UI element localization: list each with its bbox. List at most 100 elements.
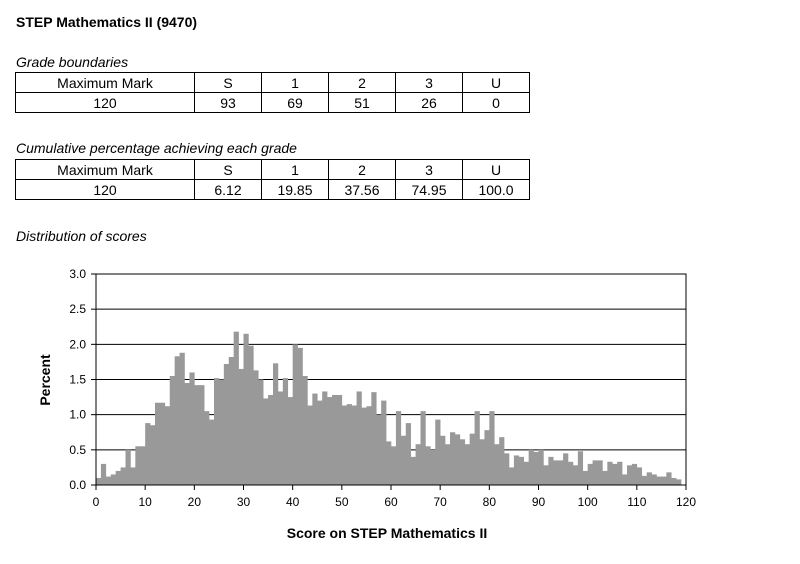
bar <box>100 463 107 485</box>
bar <box>445 444 451 485</box>
y-tick-label: 3.0 <box>69 267 86 281</box>
bar <box>258 379 264 485</box>
grade-boundaries-caption: Grade boundaries <box>16 54 129 70</box>
x-tick-label: 10 <box>138 495 152 509</box>
bar <box>96 477 102 485</box>
y-tick-label: 1.0 <box>69 408 86 422</box>
bar <box>228 356 234 485</box>
bar <box>332 394 338 485</box>
bar <box>646 472 652 485</box>
bar <box>395 411 402 485</box>
bar <box>184 383 190 485</box>
bar <box>636 467 643 485</box>
bar <box>592 460 598 485</box>
x-tick-label: 100 <box>578 495 598 509</box>
cumulative-caption: Cumulative percentage achieving each gra… <box>16 140 297 156</box>
table-cell: 51 <box>328 92 396 113</box>
x-tick-label: 90 <box>532 495 546 509</box>
y-tick-label: 1.5 <box>69 373 86 387</box>
bar <box>209 419 215 485</box>
bar <box>366 406 372 485</box>
table-cell: 6.12 <box>194 179 262 200</box>
bar <box>371 392 377 485</box>
x-axis-label: Score on STEP Mathematics II <box>287 525 487 541</box>
bar <box>617 461 623 485</box>
bar <box>533 451 539 485</box>
bar <box>233 331 239 485</box>
x-tick-label: 0 <box>93 495 100 509</box>
bar <box>587 463 593 485</box>
bar <box>568 461 574 485</box>
bar <box>676 479 682 485</box>
bar <box>351 405 357 485</box>
bar <box>214 378 220 485</box>
bar <box>405 423 411 485</box>
bar <box>528 449 534 485</box>
bar <box>145 423 151 485</box>
bar <box>631 463 638 485</box>
bar <box>612 463 618 485</box>
bar <box>263 398 269 485</box>
y-tick-label: 0.5 <box>69 443 86 457</box>
bar <box>651 474 657 485</box>
bar <box>518 456 525 485</box>
bar <box>499 437 505 485</box>
bar <box>627 465 633 485</box>
bar <box>474 411 480 485</box>
y-axis-label: Percent <box>37 354 53 406</box>
bar <box>454 434 461 485</box>
x-tick-label: 40 <box>286 495 300 509</box>
bar <box>523 461 529 485</box>
bar <box>582 470 588 485</box>
bar <box>391 446 397 485</box>
bar <box>199 385 205 485</box>
bar <box>661 476 667 485</box>
bar <box>558 460 564 485</box>
bar <box>415 444 421 485</box>
bar <box>356 391 362 485</box>
bar <box>671 477 677 485</box>
bar <box>282 378 289 485</box>
table-cell: 120 <box>15 179 195 200</box>
bar <box>400 435 407 485</box>
bar <box>656 476 662 485</box>
bar <box>204 411 210 485</box>
bar <box>376 414 382 485</box>
bar <box>381 400 387 485</box>
x-tick-label: 50 <box>335 495 349 509</box>
bar <box>607 461 613 485</box>
bar <box>341 405 348 485</box>
bar <box>641 475 647 485</box>
bar <box>336 394 343 485</box>
y-tick-label: 2.0 <box>69 337 86 351</box>
bar <box>150 425 156 485</box>
bar <box>563 453 569 485</box>
bar <box>248 345 254 485</box>
bar <box>450 432 456 485</box>
table-cell: 26 <box>395 92 463 113</box>
bar <box>277 391 284 485</box>
bar <box>479 439 485 485</box>
bar <box>268 394 274 485</box>
bar <box>125 449 131 485</box>
bar <box>297 347 303 485</box>
bar <box>189 372 195 485</box>
bar <box>504 453 510 485</box>
bar <box>105 476 112 485</box>
bar <box>302 375 308 485</box>
bar <box>430 449 436 485</box>
bar <box>464 444 470 485</box>
distribution-caption: Distribution of scores <box>16 228 147 244</box>
bar <box>538 449 544 485</box>
bar <box>292 344 298 485</box>
bar <box>572 465 579 485</box>
bar <box>425 446 431 485</box>
table-header-row: Maximum Mark S 1 2 3 U <box>15 72 530 93</box>
bar <box>386 441 392 485</box>
bar <box>548 456 554 485</box>
bar <box>489 411 495 485</box>
bar <box>273 363 279 485</box>
grade-boundaries-table: Maximum Mark S 1 2 3 U 120 93 69 51 26 0 <box>15 72 530 113</box>
cumulative-table: Maximum Mark S 1 2 3 U 120 6.12 19.85 37… <box>15 159 530 200</box>
bar <box>179 352 185 485</box>
